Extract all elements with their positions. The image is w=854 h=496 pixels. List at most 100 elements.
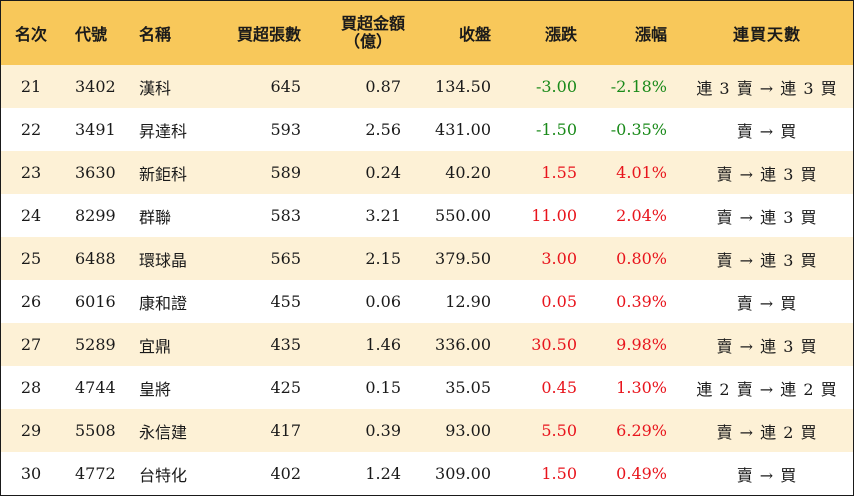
name-cell: 永信建 (139, 422, 188, 442)
volume-cell: 455 (270, 292, 301, 311)
consecutive-days-cell: 賣 → 連 3 買 (716, 207, 818, 227)
consecutive-days-cell: 連 3 賣 → 連 3 買 (696, 78, 838, 98)
change-pct-cell: 1.30% (616, 378, 667, 397)
volume-cell: 402 (270, 464, 301, 483)
header-code: 代號 (75, 25, 108, 44)
table-row: 25 6488 環球晶 565 2.15 379.50 3.00 0.80% 賣 → 連 3 買 (1, 237, 853, 280)
name-cell: 群聯 (139, 207, 172, 227)
rank-cell: 28 (20, 378, 42, 397)
close-cell: 134.50 (435, 77, 491, 96)
code-cell: 5289 (75, 335, 116, 354)
volume-cell: 565 (270, 249, 301, 268)
consecutive-days-cell: 賣 → 買 (736, 465, 798, 485)
table-row: 26 6016 康和證 455 0.06 12.90 0.05 0.39% 賣 → 買 (1, 280, 853, 323)
change-cell: -1.50 (535, 120, 577, 139)
change-cell: 30.50 (531, 335, 577, 354)
change-pct-cell: 4.01% (616, 163, 667, 182)
rank-cell: 27 (20, 335, 42, 354)
name-cell: 台特化 (139, 465, 188, 485)
name-cell: 宜鼎 (139, 336, 172, 356)
amount-cell: 0.39 (365, 421, 401, 440)
name-cell: 環球晶 (139, 250, 188, 270)
code-cell: 8299 (75, 206, 116, 225)
change-cell: 3.00 (541, 249, 577, 268)
change-pct-cell: 6.29% (616, 421, 667, 440)
change-pct-cell: 2.04% (616, 206, 667, 225)
rank-cell: 30 (20, 464, 42, 483)
table-row: 22 3491 昇達科 593 2.56 431.00 -1.50 -0.35% 賣 → 買 (1, 108, 853, 151)
volume-cell: 417 (270, 421, 301, 440)
code-cell: 6488 (75, 249, 116, 268)
consecutive-days-cell: 賣 → 買 (736, 121, 798, 141)
name-cell: 漢科 (139, 78, 172, 98)
close-cell: 550.00 (435, 206, 491, 225)
amount-cell: 0.15 (365, 378, 401, 397)
table-row: 24 8299 群聯 583 3.21 550.00 11.00 2.04% 賣 → 連 3 買 (1, 194, 853, 237)
table-row: 29 5508 永信建 417 0.39 93.00 5.50 6.29% 賣 → 連 2 買 (1, 409, 853, 452)
table-row: 21 3402 漢科 645 0.87 134.50 -3.00 -2.18% 連 3 賣 → … (1, 65, 853, 108)
header-close: 收盤 (458, 25, 491, 44)
amount-cell: 1.46 (365, 335, 401, 354)
rank-cell: 22 (20, 120, 42, 139)
change-cell: 11.00 (531, 206, 577, 225)
volume-cell: 645 (270, 77, 301, 96)
consecutive-days-cell: 賣 → 買 (736, 293, 798, 313)
name-cell: 昇達科 (139, 121, 188, 141)
close-cell: 336.00 (435, 335, 491, 354)
amount-cell: 2.56 (365, 120, 401, 139)
name-cell: 皇將 (139, 379, 172, 399)
amount-cell: 3.21 (365, 206, 401, 225)
header-change-pct: 漲幅 (634, 25, 667, 44)
code-cell: 3402 (75, 77, 116, 96)
consecutive-days-cell: 賣 → 連 3 買 (716, 250, 818, 270)
consecutive-days-cell: 連 2 賣 → 連 2 買 (696, 379, 838, 399)
amount-cell: 0.06 (365, 292, 401, 311)
table-row: 27 5289 宜鼎 435 1.46 336.00 30.50 9.98% 賣 → 連 3 買 (1, 323, 853, 366)
change-cell: 0.05 (541, 292, 577, 311)
header-consecutive-days: 連買天數 (732, 25, 801, 44)
close-cell: 309.00 (435, 464, 491, 483)
consecutive-days-cell: 賣 → 連 2 買 (716, 422, 818, 442)
volume-cell: 435 (270, 335, 301, 354)
close-cell: 379.50 (435, 249, 491, 268)
header-amount: 買超金額 （億） (311, 1, 411, 65)
volume-cell: 583 (270, 206, 301, 225)
close-cell: 35.05 (445, 378, 491, 397)
change-cell: 5.50 (541, 421, 577, 440)
table-body: 21 3402 漢科 645 0.87 134.50 -3.00 -2.18% 連 3 賣 → … (1, 65, 853, 495)
amount-cell: 1.24 (365, 464, 401, 483)
volume-cell: 589 (270, 163, 301, 182)
change-pct-cell: 9.98% (616, 335, 667, 354)
change-pct-cell: 0.80% (616, 249, 667, 268)
rank-cell: 23 (20, 163, 42, 182)
volume-cell: 425 (270, 378, 301, 397)
code-cell: 4744 (75, 378, 116, 397)
change-cell: -3.00 (535, 77, 577, 96)
amount-cell: 2.15 (365, 249, 401, 268)
header-change: 漲跌 (544, 25, 577, 44)
rank-cell: 24 (20, 206, 42, 225)
code-cell: 4772 (75, 464, 116, 483)
close-cell: 40.20 (445, 163, 491, 182)
header-amount-line1: 買超金額 (340, 14, 405, 33)
close-cell: 431.00 (435, 120, 491, 139)
rank-cell: 25 (20, 249, 42, 268)
change-pct-cell: -0.35% (610, 120, 667, 139)
change-pct-cell: -2.18% (610, 77, 667, 96)
close-cell: 12.90 (445, 292, 491, 311)
code-cell: 5508 (75, 421, 116, 440)
consecutive-days-cell: 賣 → 連 3 買 (716, 336, 818, 356)
rank-cell: 26 (20, 292, 42, 311)
table-row: 30 4772 台特化 402 1.24 309.00 1.50 0.49% 賣 → 買 (1, 452, 853, 495)
code-cell: 3491 (75, 120, 116, 139)
consecutive-days-cell: 賣 → 連 3 買 (716, 164, 818, 184)
rank-cell: 29 (20, 421, 42, 440)
header-volume: 買超張數 (236, 25, 301, 44)
change-cell: 1.50 (541, 464, 577, 483)
name-cell: 新鉅科 (139, 164, 188, 184)
amount-cell: 0.87 (365, 77, 401, 96)
volume-cell: 593 (270, 120, 301, 139)
code-cell: 6016 (75, 292, 116, 311)
